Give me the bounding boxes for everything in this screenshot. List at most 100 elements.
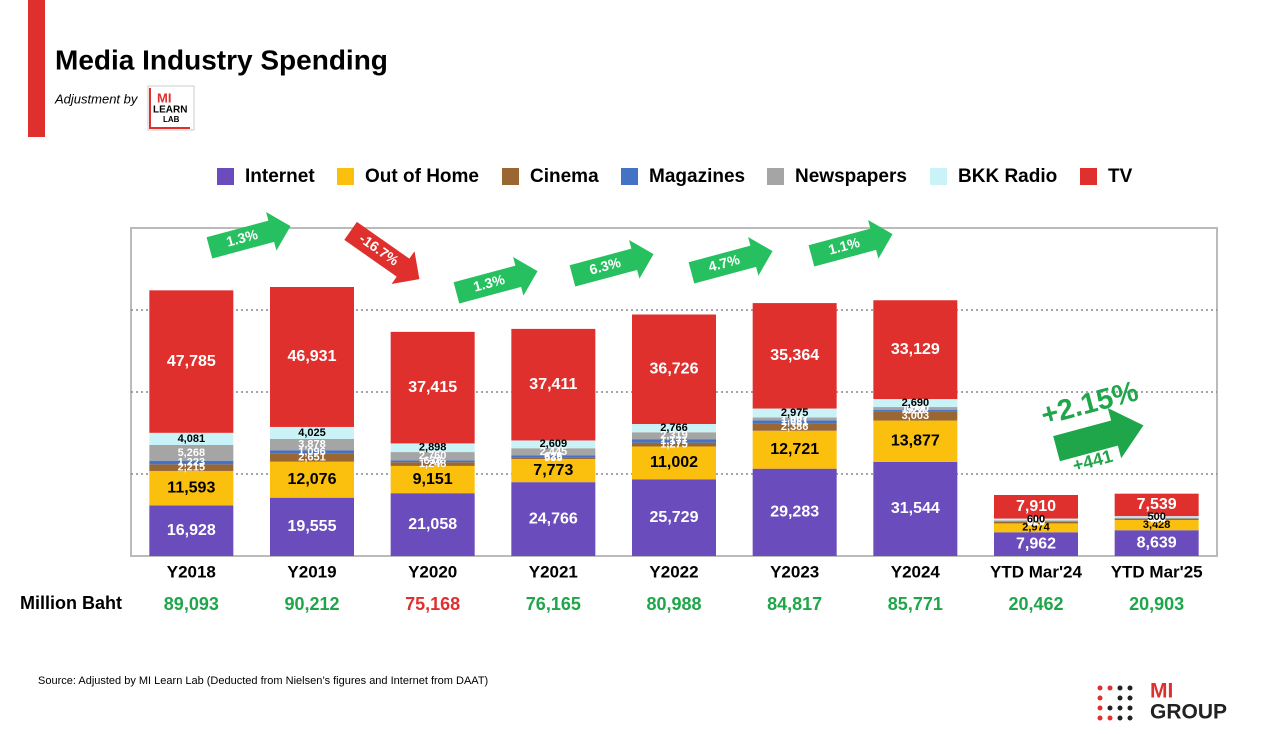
bar-segment [752,408,837,418]
totals-row-label: Million Baht [20,593,122,613]
segment-label: 37,415 [408,379,457,396]
total-label: 90,212 [284,594,339,614]
bar-segment [390,465,475,494]
segment-label: 2,319 [660,430,688,442]
segment-label: 600 [1027,513,1045,525]
bar-segment [390,462,475,466]
segment-label: 25,729 [650,509,699,526]
segment-label: 11,593 [167,479,215,496]
segment-label: 97 [1151,512,1163,524]
segment-label: 21,058 [408,516,457,533]
bar-segment [752,430,837,469]
logo-text: LEARN [153,105,187,116]
growth-arrow: 1.3% [453,256,538,304]
segment-label: 1,248 [419,458,447,470]
ytd-arrow [1053,408,1144,462]
bar-segment [390,443,475,453]
bar-segment [873,461,958,556]
x-tick-label: Y2021 [529,562,578,581]
segment-label: 5,268 [178,447,206,459]
bar-segment [149,290,234,433]
bar-segment [632,479,716,556]
segment-label: 37,411 [529,376,577,393]
segment-label: 3,428 [1143,519,1171,531]
x-tick-label: Y2020 [408,562,457,581]
accent-bar [28,0,45,137]
logo-dots [1097,685,1113,721]
bar-segment [1114,520,1199,531]
bar-segment [994,520,1078,522]
bar-segment [511,448,596,456]
segment-label: 1,007 [781,413,809,425]
bar-segment [632,424,716,433]
segment-label: 376 [1027,515,1045,527]
bar-segment [994,494,1078,519]
segment-label: 12,721 [770,441,819,458]
bar-segment [1114,493,1199,517]
arrow-shape [1053,408,1144,462]
segment-label: 19,555 [288,518,337,535]
segment-label: 12,076 [288,471,337,488]
segment-label: 638 [423,455,441,467]
arrow-shape [206,211,291,259]
x-tick-label: YTD Mar'25 [1111,562,1203,581]
growth-arrow: 1.3% [206,211,291,259]
bar-segment [511,455,596,458]
segment-label: 31,544 [891,500,940,517]
bar-segment [994,532,1078,556]
segment-label: 1,096 [298,446,326,458]
growth-arrow: 4.7% [688,236,773,284]
segment-label: 250 [1147,512,1165,524]
segment-label: 47,785 [167,353,216,370]
segment-label: 1,081 [781,416,809,428]
x-tick-label: Y2019 [287,562,336,581]
bar-segment [752,303,837,409]
bar-segment [632,446,716,480]
segment-label: 1,275 [660,438,688,450]
segment-label: 2,974 [1022,522,1050,534]
bar-segment [632,432,716,440]
total-label: 89,093 [164,594,219,614]
legend-swatch [502,168,519,185]
logo-text: LAB [163,115,180,124]
legend-label: Internet [245,166,315,187]
segment-label: 7,910 [1016,498,1056,515]
x-tick-label: Y2022 [649,562,698,581]
segment-label: 7,539 [1137,496,1177,513]
legend-label: Newspapers [795,166,907,187]
segment-label: 16,928 [167,522,216,539]
logo-frame [147,85,195,131]
bar-segment [632,314,716,425]
growth-arrow: 1.1% [808,219,893,267]
bar-segment [270,453,354,462]
segment-label: 36,726 [650,360,699,377]
legend-label: TV [1108,166,1133,187]
logo-text: MI [157,90,171,105]
segment-label: 450 [1147,513,1165,525]
bar-segment [390,460,475,463]
bar-segment [1114,530,1199,556]
legend-swatch [930,168,947,185]
bar-segment [873,420,958,462]
arrow-shape [688,236,773,284]
bar-segment [511,328,596,441]
bar-segment [994,523,1078,533]
segment-label: 24,766 [529,510,578,527]
bar-segment [149,470,234,506]
bar-segment [511,482,596,556]
bar-segment [149,432,234,445]
bar-segment [390,331,475,444]
bar-segment [270,287,354,427]
total-label: 20,462 [1008,594,1063,614]
legend-label: BKK Radio [958,166,1057,187]
bar-segment [752,420,837,424]
bar-segment [511,458,596,483]
total-label: 20,903 [1129,594,1184,614]
bar-segment [149,444,234,461]
bar-segment [873,411,958,421]
legend-swatch [217,168,234,185]
x-tick-label: Y2024 [891,562,941,581]
segment-label: 7,773 [533,462,573,479]
bar-segment [994,518,1078,521]
